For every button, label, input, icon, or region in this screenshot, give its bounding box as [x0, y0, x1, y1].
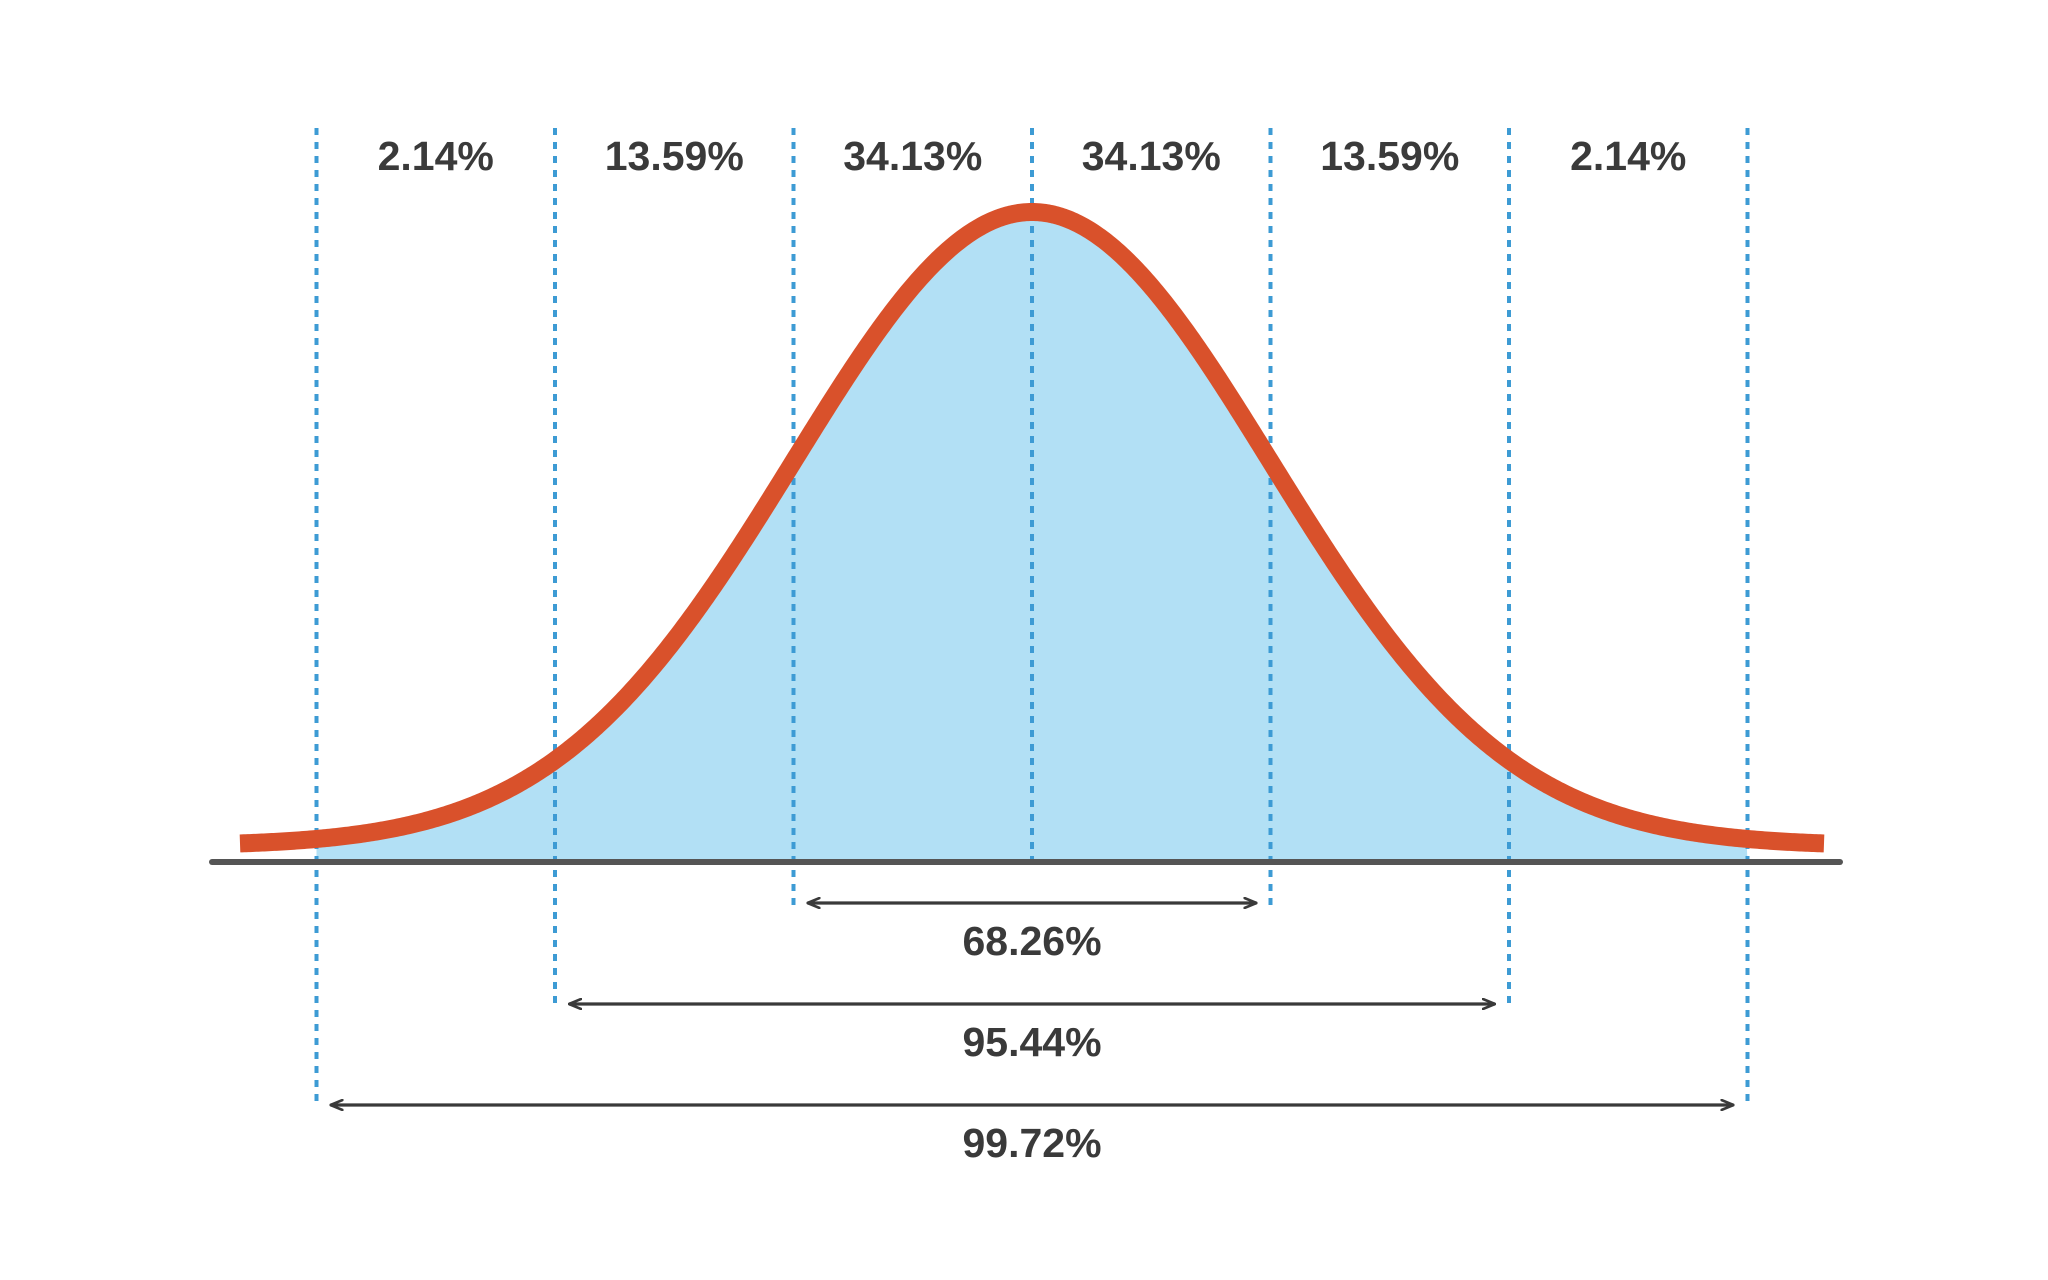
segment-label: 13.59% — [605, 133, 744, 179]
segment-label: 34.13% — [843, 133, 982, 179]
range-layer: 68.26% 95.44% 99.72% — [331, 903, 1734, 1166]
range-label: 99.72% — [962, 1120, 1101, 1166]
segment-label: 13.59% — [1320, 133, 1459, 179]
curve-layer — [233, 203, 1831, 853]
segment-label: 2.14% — [378, 133, 494, 179]
label-layer: 2.14% 13.59% 34.13% 34.13% 13.59% 2.14% — [378, 133, 1687, 179]
range-label: 95.44% — [962, 1019, 1101, 1065]
segment-label: 34.13% — [1082, 133, 1221, 179]
bell-curve-line — [233, 203, 1831, 853]
range-label: 68.26% — [962, 918, 1101, 964]
segment-label: 2.14% — [1570, 133, 1686, 179]
